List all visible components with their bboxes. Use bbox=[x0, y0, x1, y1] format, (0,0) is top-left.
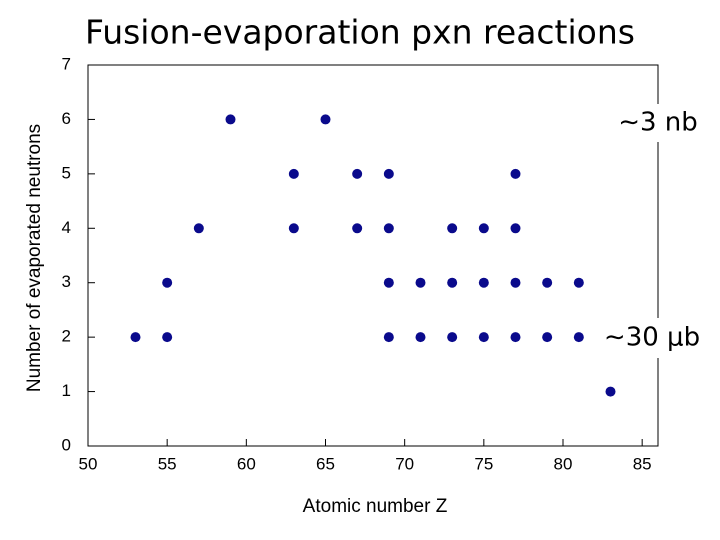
x-axis-label: Atomic number Z bbox=[303, 496, 448, 517]
y-tick-label: 7 bbox=[62, 54, 71, 73]
x-tick-label: 55 bbox=[158, 454, 177, 473]
data-point bbox=[225, 114, 236, 125]
data-point bbox=[542, 332, 553, 343]
y-tick-label: 6 bbox=[62, 109, 71, 128]
data-point bbox=[162, 332, 173, 343]
data-point bbox=[415, 332, 426, 343]
data-point bbox=[542, 277, 553, 288]
data-point bbox=[352, 223, 363, 234]
data-point bbox=[383, 332, 394, 343]
y-tick-label: 2 bbox=[62, 327, 71, 346]
data-point bbox=[573, 332, 584, 343]
y-tick-label: 0 bbox=[62, 435, 71, 454]
x-tick-label: 60 bbox=[237, 454, 256, 473]
data-point bbox=[352, 168, 363, 179]
data-point bbox=[510, 223, 521, 234]
data-point bbox=[478, 332, 489, 343]
y-tick-label: 3 bbox=[62, 272, 71, 291]
y-axis-label: Number of evaporated neutrons bbox=[24, 124, 45, 392]
data-point bbox=[288, 168, 299, 179]
x-tick-label: 80 bbox=[554, 454, 573, 473]
x-tick-label: 85 bbox=[633, 454, 652, 473]
data-point bbox=[162, 277, 173, 288]
y-tick-label: 4 bbox=[62, 218, 71, 237]
annotation: ∼3 nb bbox=[618, 108, 698, 138]
plot-frame bbox=[87, 64, 659, 447]
data-point bbox=[605, 386, 616, 397]
data-point bbox=[510, 168, 521, 179]
data-point bbox=[478, 223, 489, 234]
x-tick-label: 65 bbox=[316, 454, 335, 473]
chart-title: Fusion-evaporation pxn reactions bbox=[85, 13, 635, 52]
data-point bbox=[447, 277, 458, 288]
data-point bbox=[130, 332, 141, 343]
data-point bbox=[447, 223, 458, 234]
annotation-box bbox=[598, 318, 708, 358]
data-point bbox=[288, 223, 299, 234]
data-point bbox=[193, 223, 204, 234]
data-point bbox=[573, 277, 584, 288]
data-point bbox=[383, 223, 394, 234]
data-point bbox=[383, 168, 394, 179]
y-tick-label: 5 bbox=[62, 163, 71, 182]
x-tick-label: 75 bbox=[474, 454, 493, 473]
data-point bbox=[415, 277, 426, 288]
data-point bbox=[510, 277, 521, 288]
data-point bbox=[447, 332, 458, 343]
data-point bbox=[510, 332, 521, 343]
y-tick-label: 1 bbox=[62, 381, 71, 400]
x-tick-label: 70 bbox=[395, 454, 414, 473]
annotation: ∼30 μb bbox=[604, 323, 700, 353]
annotation-box bbox=[612, 104, 704, 142]
data-point bbox=[383, 277, 394, 288]
data-point bbox=[320, 114, 331, 125]
x-tick-label: 50 bbox=[79, 454, 98, 473]
data-point bbox=[478, 277, 489, 288]
